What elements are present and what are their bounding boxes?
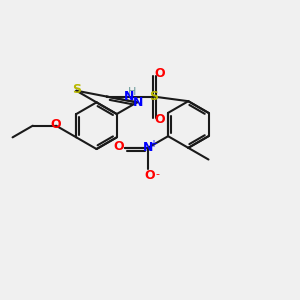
Text: N: N xyxy=(143,141,153,154)
Text: +: + xyxy=(149,139,157,149)
Text: N: N xyxy=(124,90,134,103)
Text: -: - xyxy=(156,169,160,179)
Text: O: O xyxy=(155,67,165,80)
Text: S: S xyxy=(72,83,81,96)
Text: O: O xyxy=(51,118,62,131)
Text: O: O xyxy=(145,169,155,182)
Text: O: O xyxy=(113,140,124,153)
Text: S: S xyxy=(149,90,158,103)
Text: N: N xyxy=(133,96,143,109)
Text: H: H xyxy=(128,87,136,97)
Text: O: O xyxy=(155,113,165,126)
